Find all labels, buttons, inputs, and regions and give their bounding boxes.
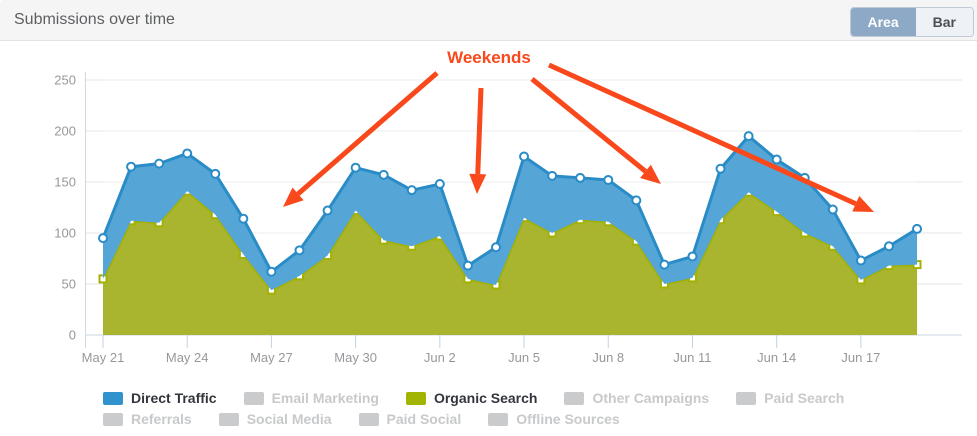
svg-text:0: 0 [69, 328, 76, 343]
legend-item-other-campaigns[interactable]: Other Campaigns [564, 389, 709, 407]
svg-text:Jun 11: Jun 11 [673, 350, 711, 365]
legend-item-referrals[interactable]: Referrals [103, 410, 192, 428]
svg-text:Jun 8: Jun 8 [592, 350, 624, 365]
legend-item-direct-traffic[interactable]: Direct Traffic [103, 389, 217, 407]
svg-text:Jun 14: Jun 14 [757, 350, 796, 365]
legend-item-offline-sources[interactable]: Offline Sources [488, 410, 619, 428]
svg-text:50: 50 [62, 277, 76, 292]
legend-label: Paid Search [764, 390, 844, 406]
svg-text:250: 250 [54, 73, 76, 88]
svg-text:May 21: May 21 [82, 350, 125, 365]
legend-item-organic-search[interactable]: Organic Search [406, 389, 538, 407]
widget-header: Submissions over time Area Bar [0, 0, 977, 41]
legend-label: Email Marketing [272, 390, 379, 406]
chart-type-toggle: Area Bar [850, 7, 975, 37]
page-title: Submissions over time [14, 11, 175, 29]
bar-view-button[interactable]: Bar [916, 8, 973, 36]
legend-swatch [244, 392, 264, 405]
legend-label: Direct Traffic [131, 390, 217, 406]
area-view-button[interactable]: Area [851, 8, 916, 36]
legend-swatch [406, 392, 426, 405]
legend-label: Paid Social [387, 411, 462, 427]
svg-text:May 24: May 24 [166, 350, 209, 365]
legend-label: Organic Search [434, 390, 538, 406]
svg-text:150: 150 [54, 175, 76, 190]
legend-item-email-marketing[interactable]: Email Marketing [244, 389, 379, 407]
legend-label: Offline Sources [516, 411, 619, 427]
legend-swatch [359, 413, 379, 426]
legend-swatch [488, 413, 508, 426]
legend-label: Referrals [131, 411, 192, 427]
svg-text:Weekends: Weekends [447, 48, 531, 67]
submissions-area-chart: 0 50 100 150 200 250 May 21 May 24 May 27 May 30 J… [0, 0, 977, 436]
legend-item-paid-search[interactable]: Paid Search [736, 389, 844, 407]
svg-text:May 27: May 27 [250, 350, 293, 365]
svg-text:200: 200 [54, 124, 76, 139]
svg-text:Jun 2: Jun 2 [424, 350, 456, 365]
legend-label: Social Media [247, 411, 332, 427]
legend-item-paid-social[interactable]: Paid Social [359, 410, 462, 428]
legend-swatch [564, 392, 584, 405]
svg-text:100: 100 [54, 226, 76, 241]
legend-label: Other Campaigns [592, 390, 709, 406]
svg-text:Jun 17: Jun 17 [841, 350, 880, 365]
svg-text:Jun 5: Jun 5 [508, 350, 540, 365]
legend-swatch [736, 392, 756, 405]
legend-swatch [219, 413, 239, 426]
legend-swatch [103, 392, 123, 405]
svg-text:May 30: May 30 [334, 350, 377, 365]
submissions-widget: 0 50 100 150 200 250 May 21 May 24 May 27 May 30 J… [0, 0, 977, 436]
legend-item-social-media[interactable]: Social Media [219, 410, 332, 428]
chart-legend: Direct Traffic Email Marketing Organic Sea… [103, 389, 905, 428]
legend-swatch [103, 413, 123, 426]
